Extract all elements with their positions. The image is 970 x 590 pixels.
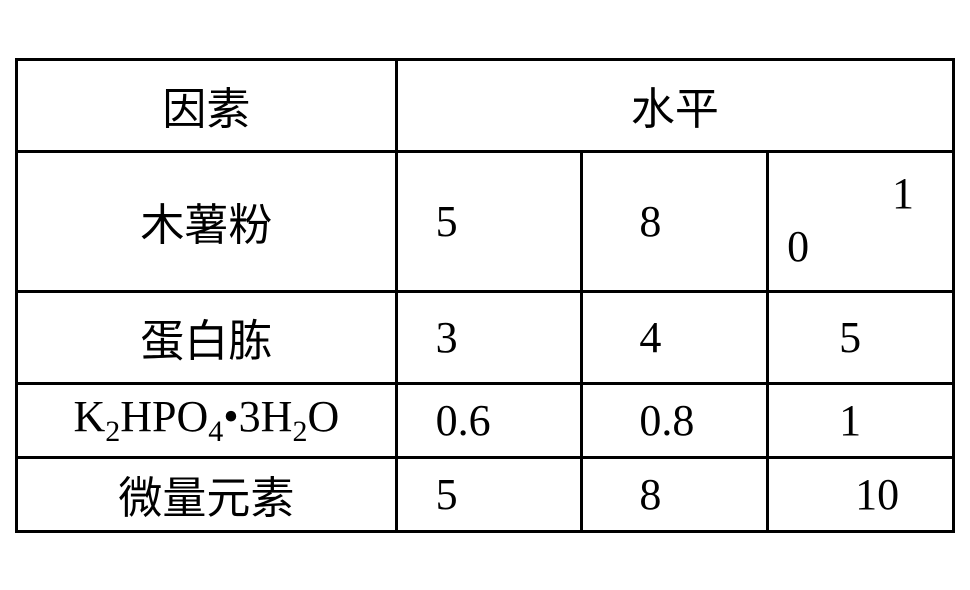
- level-value-wrapped: 1 0: [768, 151, 954, 291]
- level-value: 8: [582, 457, 768, 531]
- orthogonal-design-table-container: 因素 水平 木薯粉 5 8 1 0 蛋白胨 3 4 5 K2HPO4•3H2O …: [15, 58, 955, 533]
- level-column-header: 水平: [396, 59, 953, 151]
- factor-label-k2hpo4: K2HPO4•3H2O: [17, 383, 397, 457]
- level-value: 5: [768, 291, 954, 383]
- level-value: 5: [396, 151, 582, 291]
- wrapped-digit-1: 1: [787, 168, 934, 221]
- wrapped-digit-2: 0: [787, 221, 934, 274]
- level-value: 8: [582, 151, 768, 291]
- level-value: 3: [396, 291, 582, 383]
- table-row: 木薯粉 5 8 1 0: [17, 151, 954, 291]
- table-row: 微量元素 5 8 10: [17, 457, 954, 531]
- level-value: 4: [582, 291, 768, 383]
- orthogonal-design-table: 因素 水平 木薯粉 5 8 1 0 蛋白胨 3 4 5 K2HPO4•3H2O …: [15, 58, 955, 533]
- factor-label-cassava: 木薯粉: [17, 151, 397, 291]
- factor-label-peptone: 蛋白胨: [17, 291, 397, 383]
- table-row: K2HPO4•3H2O 0.6 0.8 1: [17, 383, 954, 457]
- table-header-row: 因素 水平: [17, 59, 954, 151]
- factor-column-header: 因素: [17, 59, 397, 151]
- level-value: 0.8: [582, 383, 768, 457]
- factor-label-trace-elements: 微量元素: [17, 457, 397, 531]
- level-value: 10: [768, 457, 954, 531]
- table-row: 蛋白胨 3 4 5: [17, 291, 954, 383]
- level-value: 0.6: [396, 383, 582, 457]
- level-value: 1: [768, 383, 954, 457]
- level-value: 5: [396, 457, 582, 531]
